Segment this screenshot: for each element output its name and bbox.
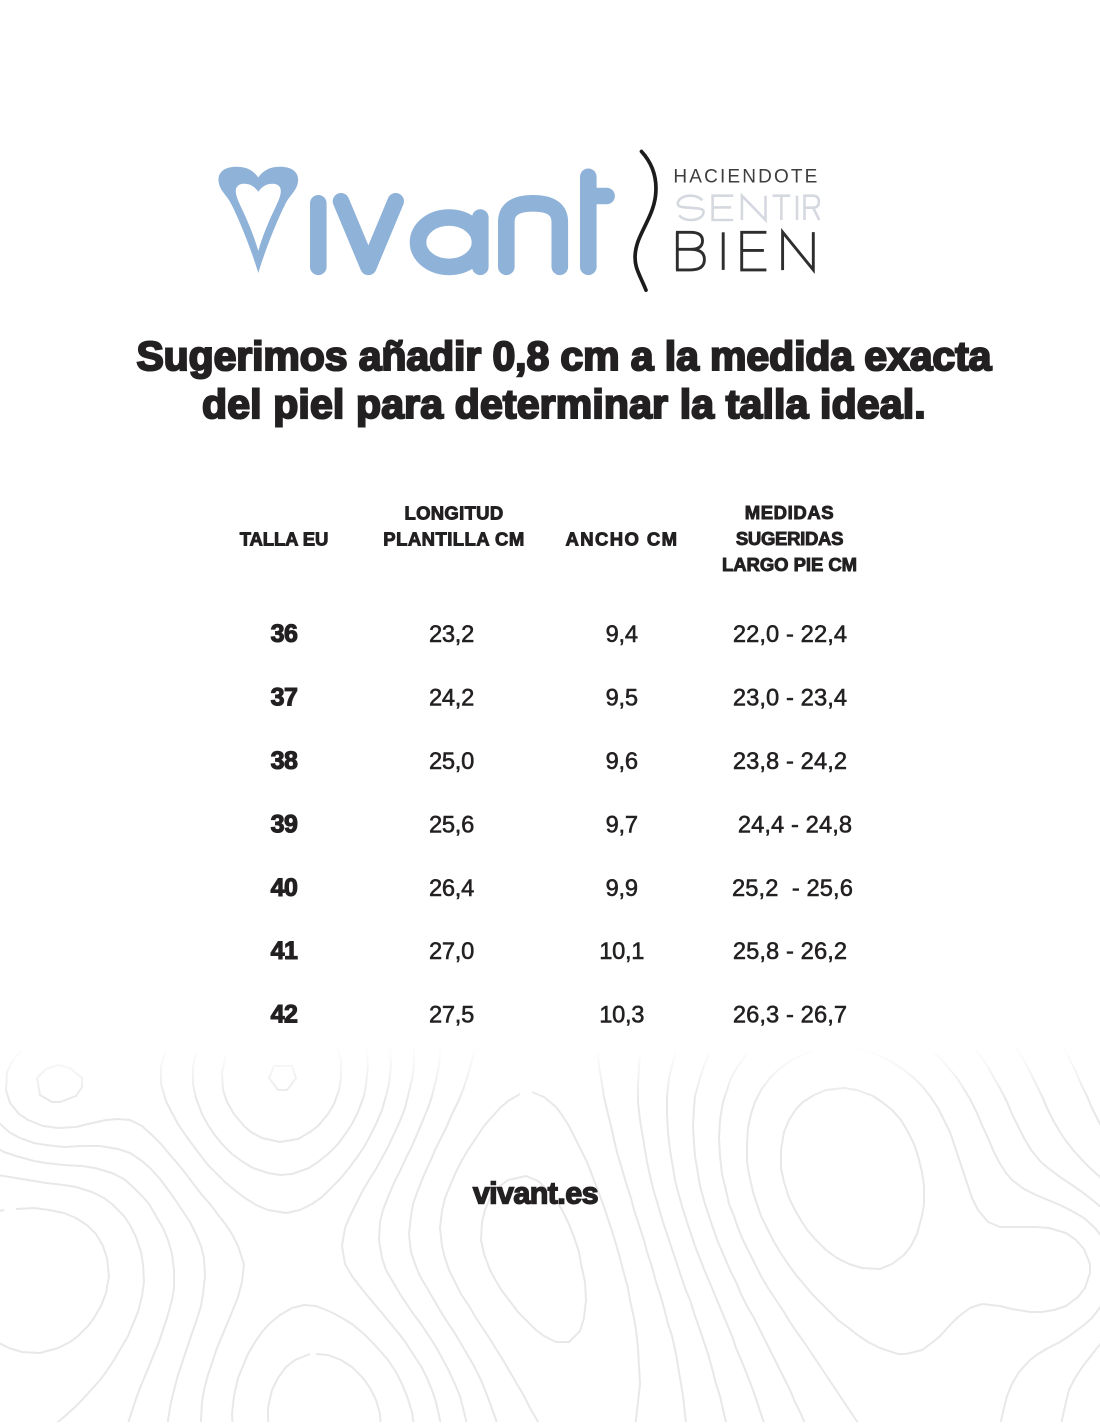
svg-text:22,0 - 22,4: 22,0 - 22,4 — [733, 622, 847, 648]
svg-text:LONGITUD: LONGITUD — [404, 503, 503, 524]
svg-text:25,0: 25,0 — [429, 749, 474, 775]
svg-text:10,3: 10,3 — [599, 1003, 644, 1029]
svg-text:SUGERIDAS: SUGERIDAS — [736, 528, 843, 549]
svg-text:23,2: 23,2 — [429, 622, 474, 648]
svg-text:25,2 - 25,6: 25,2 - 25,6 — [732, 876, 853, 902]
svg-text:9,9: 9,9 — [606, 876, 638, 902]
svg-text:del piel para determinar la ta: del piel para determinar la talla ideal. — [202, 381, 926, 427]
svg-text:HACIENDOTE: HACIENDOTE — [673, 167, 819, 188]
svg-text:41: 41 — [271, 937, 298, 965]
svg-text:24,4 - 24,8: 24,4 - 24,8 — [738, 812, 852, 838]
svg-text:26,3 - 26,7: 26,3 - 26,7 — [733, 1003, 847, 1029]
svg-text:vivant.es: vivant.es — [473, 1176, 598, 1210]
svg-text:PLANTILLA CM: PLANTILLA CM — [383, 529, 524, 550]
svg-text:9,6: 9,6 — [606, 749, 638, 775]
svg-text:24,2: 24,2 — [429, 686, 474, 712]
svg-text:MEDIDAS: MEDIDAS — [745, 502, 835, 523]
svg-text:37: 37 — [271, 684, 298, 712]
svg-text:27,0: 27,0 — [429, 939, 474, 965]
svg-text:LARGO PIE CM: LARGO PIE CM — [722, 554, 857, 575]
svg-text:ANCHO CM: ANCHO CM — [566, 529, 679, 550]
svg-text:TALLA EU: TALLA EU — [240, 529, 329, 550]
svg-text:23,0 - 23,4: 23,0 - 23,4 — [733, 686, 847, 712]
svg-text:9,4: 9,4 — [606, 622, 638, 648]
svg-text:25,6: 25,6 — [429, 812, 474, 838]
svg-text:Sugerimos añadir 0,8 cm a la m: Sugerimos añadir 0,8 cm a la medida exac… — [136, 333, 992, 379]
svg-text:42: 42 — [271, 1001, 298, 1029]
svg-text:23,8 - 24,2: 23,8 - 24,2 — [733, 749, 847, 775]
svg-text:25,8 - 26,2: 25,8 - 26,2 — [733, 939, 847, 965]
svg-text:27,5: 27,5 — [429, 1003, 474, 1029]
svg-text:10,1: 10,1 — [599, 939, 644, 965]
svg-text:26,4: 26,4 — [429, 876, 474, 902]
svg-text:40: 40 — [271, 874, 298, 902]
svg-text:9,7: 9,7 — [606, 812, 638, 838]
svg-text:39: 39 — [271, 810, 298, 838]
svg-text:38: 38 — [271, 747, 298, 775]
svg-text:36: 36 — [271, 620, 298, 648]
svg-text:9,5: 9,5 — [606, 686, 638, 712]
